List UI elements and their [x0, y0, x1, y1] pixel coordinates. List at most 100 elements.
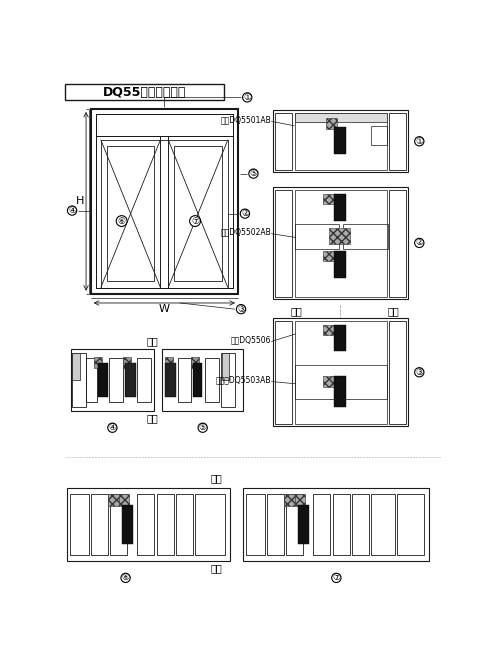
Bar — [352, 494, 369, 554]
Bar — [196, 494, 225, 554]
Text: ③: ③ — [415, 368, 423, 376]
Text: ⑦: ⑦ — [332, 574, 341, 582]
Circle shape — [240, 209, 249, 218]
Bar — [72, 353, 86, 407]
Bar — [96, 114, 233, 136]
Bar — [323, 376, 335, 387]
Circle shape — [190, 216, 200, 226]
Bar — [162, 349, 244, 411]
Text: W: W — [159, 304, 170, 314]
Bar — [294, 224, 339, 249]
Circle shape — [243, 93, 252, 102]
Circle shape — [332, 573, 341, 582]
Bar — [343, 224, 388, 249]
Bar — [192, 357, 199, 368]
Circle shape — [68, 206, 77, 215]
Bar — [174, 146, 221, 282]
Circle shape — [415, 368, 424, 377]
Bar — [334, 376, 345, 407]
Bar — [313, 494, 330, 554]
Bar — [91, 494, 108, 554]
Circle shape — [108, 423, 117, 432]
Bar — [323, 194, 335, 205]
Bar — [221, 353, 229, 380]
Bar — [244, 488, 429, 561]
Bar — [205, 359, 219, 402]
Bar — [176, 494, 193, 554]
Bar — [119, 494, 129, 506]
Bar — [165, 363, 176, 397]
Bar — [177, 359, 192, 402]
Text: 外框DQ5501AB: 外框DQ5501AB — [220, 116, 271, 124]
Bar — [329, 228, 349, 244]
Bar — [137, 359, 151, 402]
Bar — [334, 250, 345, 278]
Circle shape — [116, 216, 127, 226]
Bar — [70, 494, 89, 554]
Text: 室外: 室外 — [387, 305, 399, 315]
Text: ⑥: ⑥ — [122, 574, 130, 582]
Circle shape — [415, 137, 424, 146]
Text: ①: ① — [243, 93, 251, 102]
Bar — [221, 353, 235, 407]
Bar — [275, 113, 292, 170]
Bar — [96, 136, 233, 288]
Text: H: H — [75, 197, 84, 207]
Text: 室外: 室外 — [147, 414, 159, 424]
Bar — [297, 505, 309, 544]
Bar — [273, 318, 409, 426]
Bar — [323, 250, 335, 262]
Text: ③: ③ — [237, 305, 245, 313]
Bar — [294, 321, 387, 424]
Bar — [157, 494, 173, 554]
Text: ④: ④ — [108, 423, 117, 432]
Bar — [137, 494, 154, 554]
Text: 压线DQ5506: 压线DQ5506 — [231, 335, 271, 345]
Bar — [123, 357, 131, 368]
Circle shape — [249, 169, 258, 178]
Circle shape — [415, 238, 424, 248]
Bar — [326, 118, 337, 129]
Bar — [160, 136, 168, 288]
Text: 室外: 室外 — [210, 564, 222, 574]
Bar — [108, 494, 119, 506]
Text: ②: ② — [241, 209, 249, 218]
Text: ⑤: ⑤ — [249, 169, 258, 178]
Bar — [65, 84, 224, 100]
Text: 外开扇DQ5503AB: 外开扇DQ5503AB — [216, 375, 271, 384]
Bar — [334, 325, 345, 351]
Bar — [96, 114, 233, 288]
Bar — [294, 190, 387, 297]
Text: 室内: 室内 — [147, 337, 159, 347]
Bar — [286, 494, 303, 554]
Bar — [267, 494, 284, 554]
Text: 室内: 室内 — [210, 473, 222, 483]
Bar — [389, 190, 406, 297]
Bar — [275, 321, 292, 424]
Bar — [371, 494, 394, 554]
Bar — [101, 139, 228, 288]
Bar — [109, 359, 123, 402]
Bar — [94, 357, 101, 368]
Bar — [294, 113, 387, 122]
Text: 室内: 室内 — [290, 305, 302, 315]
Text: ⑦: ⑦ — [191, 216, 199, 226]
Bar — [125, 363, 136, 397]
Bar — [245, 494, 265, 554]
Bar — [71, 349, 154, 411]
Bar — [165, 357, 173, 368]
Bar — [86, 359, 97, 402]
Bar — [389, 321, 406, 424]
Text: DQ55隔热平开系列: DQ55隔热平开系列 — [103, 86, 187, 98]
Bar — [91, 109, 238, 293]
Bar — [294, 113, 387, 170]
Bar — [323, 325, 335, 335]
Bar — [389, 113, 406, 170]
Bar — [294, 365, 387, 399]
Bar — [98, 363, 108, 397]
Circle shape — [121, 573, 130, 582]
Bar — [68, 488, 230, 561]
Text: ⑤: ⑤ — [198, 423, 207, 432]
Bar — [397, 494, 424, 554]
Text: ④: ④ — [68, 206, 76, 215]
